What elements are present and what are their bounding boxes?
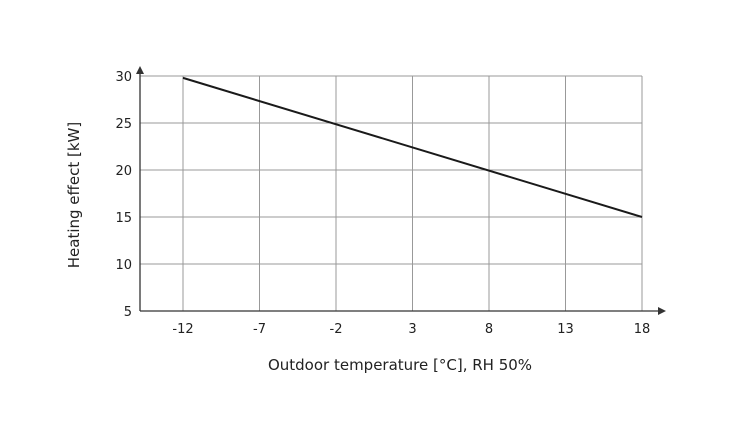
x-tick-label: 13: [557, 322, 574, 337]
x-tick-label: -7: [253, 322, 266, 337]
y-axis-title: Heating effect [kW]: [65, 122, 83, 268]
y-axis-arrow: [136, 66, 144, 74]
x-tick-label: 8: [485, 322, 493, 337]
y-tick-labels: 30 25 20 15 10 5: [115, 70, 132, 320]
y-tick-label: 10: [115, 258, 132, 273]
x-tick-label: 3: [408, 322, 416, 337]
x-tick-label: -12: [172, 322, 193, 337]
y-tick-label: 25: [115, 117, 132, 132]
y-tick-label: 30: [115, 70, 132, 85]
x-axis-arrow: [658, 307, 666, 315]
grid: [140, 75, 643, 311]
y-tick-label: 15: [115, 211, 132, 226]
x-axis-title: Outdoor temperature [°C], RH 50%: [268, 356, 532, 374]
y-tick-label: 20: [115, 164, 132, 179]
series: [182, 76, 643, 218]
x-tick-label: -2: [330, 322, 343, 337]
x-tick-label: 18: [634, 322, 651, 337]
x-tick-labels: -12 -7 -2 3 8 13 18: [172, 322, 650, 337]
y-tick-label: 5: [124, 305, 132, 320]
axes: [136, 66, 666, 315]
series-line: [182, 76, 643, 218]
